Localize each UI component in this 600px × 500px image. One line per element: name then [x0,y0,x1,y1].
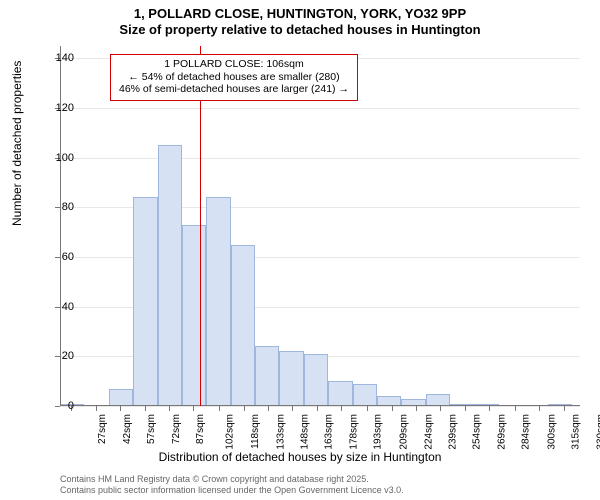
y-tick-label: 0 [44,400,74,412]
x-tick-label: 57sqm [146,414,157,444]
x-tick-label: 239sqm [447,414,458,450]
x-tick-label: 269sqm [496,414,507,450]
x-tick-label: 72sqm [171,414,182,444]
chart-footer: Contains HM Land Registry data © Crown c… [60,474,404,497]
x-tick-label: 178sqm [348,414,359,450]
annotation-title: 1 POLLARD CLOSE: 106sqm [119,58,349,71]
x-tick-mark [416,406,417,411]
x-tick-mark [515,406,516,411]
x-tick-mark [244,406,245,411]
histogram-bar [109,389,133,406]
x-tick-mark [193,406,194,411]
y-tick-label: 120 [44,102,74,114]
x-tick-mark [440,406,441,411]
x-tick-label: 224sqm [423,414,434,450]
x-tick-mark [317,406,318,411]
histogram-bar [182,225,206,406]
x-tick-label: 284sqm [521,414,532,450]
x-tick-label: 42sqm [122,414,133,444]
x-tick-label: 148sqm [300,414,311,450]
gridline-h [60,406,580,407]
x-tick-mark [341,406,342,411]
x-tick-label: 300sqm [547,414,558,450]
annotation-box: 1 POLLARD CLOSE: 106sqm← 54% of detached… [110,54,358,101]
histogram-bar [304,354,328,406]
y-tick-label: 80 [44,201,74,213]
x-tick-mark [169,406,170,411]
x-axis-label: Distribution of detached houses by size … [0,450,600,464]
x-tick-mark [120,406,121,411]
x-tick-label: 330sqm [595,414,600,450]
x-tick-mark [564,406,565,411]
x-tick-mark [145,406,146,411]
y-tick-label: 100 [44,152,74,164]
x-tick-label: 163sqm [324,414,335,450]
histogram-bar [279,351,303,406]
x-tick-label: 209sqm [399,414,410,450]
chart-title-block: 1, POLLARD CLOSE, HUNTINGTON, YORK, YO32… [0,0,600,39]
annotation-line2: ← 54% of detached houses are smaller (28… [119,71,349,84]
x-tick-label: 193sqm [373,414,384,450]
chart-title-line1: 1, POLLARD CLOSE, HUNTINGTON, YORK, YO32… [0,6,600,22]
x-tick-label: 315sqm [571,414,582,450]
y-axis-label: Number of detached properties [10,61,24,226]
histogram-bar [231,245,255,406]
x-tick-mark [367,406,368,411]
x-tick-label: 133sqm [275,414,286,450]
annotation-line3: 46% of semi-detached houses are larger (… [119,83,349,96]
x-tick-label: 102sqm [225,414,236,450]
x-tick-mark [465,406,466,411]
footer-line2: Contains public sector information licen… [60,485,404,496]
x-tick-mark [292,406,293,411]
histogram-bar [255,346,279,406]
y-tick-label: 140 [44,52,74,64]
x-tick-mark [392,406,393,411]
y-tick-label: 60 [44,251,74,263]
footer-line1: Contains HM Land Registry data © Crown c… [60,474,404,485]
chart-plot-area: 1 POLLARD CLOSE: 106sqm← 54% of detached… [60,46,580,406]
histogram-bar [353,384,377,406]
x-tick-mark [219,406,220,411]
x-tick-label: 27sqm [97,414,108,444]
y-tick-label: 40 [44,301,74,313]
histogram-bar [206,197,230,406]
x-tick-mark [96,406,97,411]
histogram-bar [133,197,157,406]
x-tick-label: 118sqm [250,414,261,449]
histogram-bar [158,145,182,406]
gridline-h [60,108,580,109]
x-axis-line [60,405,580,406]
x-tick-mark [268,406,269,411]
y-tick-label: 20 [44,350,74,362]
gridline-h [60,158,580,159]
x-tick-label: 254sqm [472,414,483,450]
x-tick-label: 87sqm [195,414,206,444]
x-tick-mark [489,406,490,411]
histogram-bar [328,381,352,406]
chart-title-line2: Size of property relative to detached ho… [0,22,600,38]
x-tick-mark [539,406,540,411]
